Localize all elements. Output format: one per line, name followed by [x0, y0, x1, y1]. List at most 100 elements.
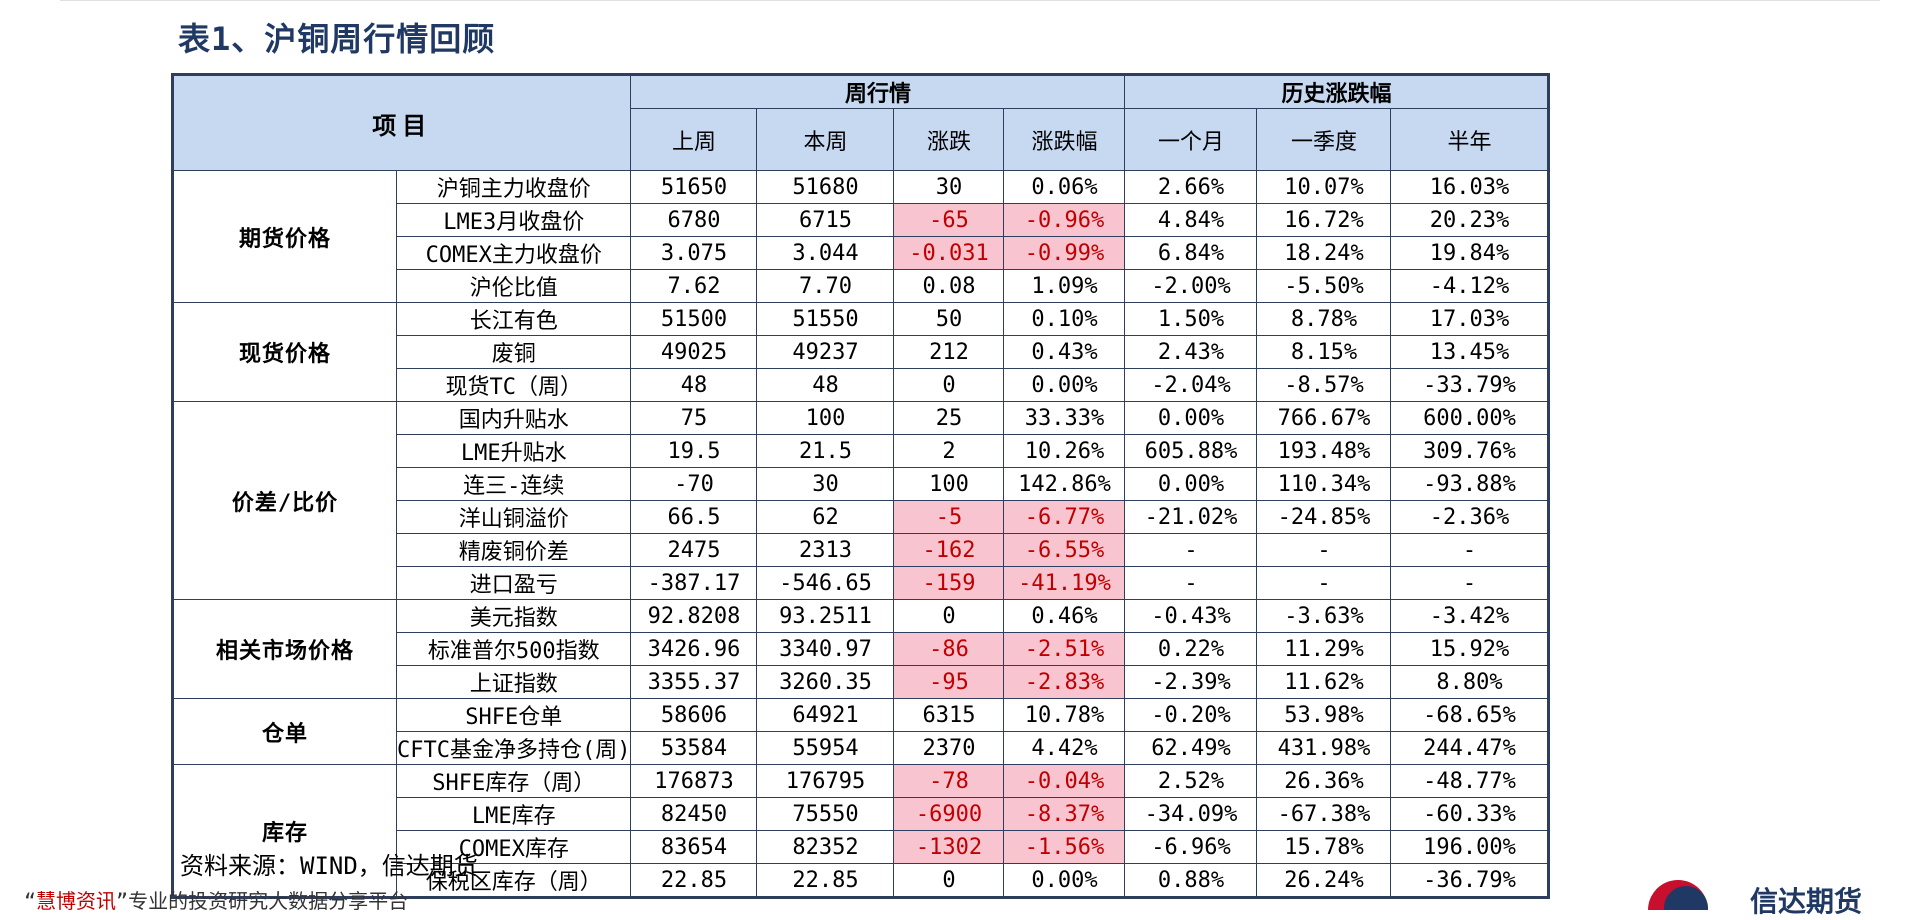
- table-body: 期货价格 沪铜主力收盘价 51650 51680 30 0.06% 2.66% 10.07% 1…: [172, 170, 1550, 898]
- value-cell: -0.20%: [1124, 698, 1258, 732]
- row-label: 连三-连续: [395, 467, 632, 501]
- row-label: 标准普尔500指数: [395, 632, 632, 666]
- value-cell: -546.65: [756, 566, 895, 600]
- value-cell: -2.83%: [1003, 665, 1126, 699]
- value-cell: 48: [630, 368, 758, 402]
- value-cell: -34.09%: [1124, 797, 1258, 831]
- company-logo-icon: [1648, 880, 1708, 910]
- value-cell: 1.09%: [1003, 269, 1126, 303]
- value-cell: 16.03%: [1390, 170, 1550, 204]
- table-title: 表1、沪铜周行情回顾: [178, 20, 496, 58]
- value-cell: -: [1390, 566, 1550, 600]
- value-cell: -0.43%: [1124, 599, 1258, 633]
- row-label: SHFE仓单: [395, 698, 632, 732]
- table-row: CFTC基金净多持仓(周) 53584 55954 2370 4.42% 62.49% 43…: [173, 731, 1550, 765]
- value-cell: -2.04%: [1124, 368, 1258, 402]
- table-row: LME3月收盘价 6780 6715 -65 -0.96% 4.84% 16.72% 20.2…: [173, 203, 1550, 237]
- value-cell: 21.5: [756, 434, 895, 468]
- value-cell: -70: [630, 467, 758, 501]
- value-cell: -159: [893, 566, 1005, 600]
- value-cell: -48.77%: [1390, 764, 1550, 798]
- table-row: 保税区库存（周） 22.85 22.85 0 0.00% 0.88% 26.24% -36.7…: [173, 863, 1550, 898]
- value-cell: -41.19%: [1003, 566, 1126, 600]
- top-divider: [60, 0, 1880, 1]
- row-label: 洋山铜溢价: [395, 500, 632, 534]
- header-weekly-group: 周行情: [630, 74, 1126, 109]
- value-cell: 18.24%: [1256, 236, 1392, 270]
- row-label: CFTC基金净多持仓(周): [395, 731, 632, 765]
- row-label: 进口盈亏: [395, 566, 632, 600]
- value-cell: 0.00%: [1003, 863, 1126, 898]
- value-cell: 19.5: [630, 434, 758, 468]
- value-cell: -2.36%: [1390, 500, 1550, 534]
- section-category: 现货价格: [172, 302, 397, 402]
- value-cell: 2313: [756, 533, 895, 567]
- value-cell: 62.49%: [1124, 731, 1258, 765]
- value-cell: -67.38%: [1256, 797, 1392, 831]
- value-cell: -24.85%: [1256, 500, 1392, 534]
- value-cell: 33.33%: [1003, 401, 1126, 435]
- value-cell: 0.00%: [1003, 368, 1126, 402]
- row-label: SHFE库存（周）: [395, 764, 632, 798]
- value-cell: 93.2511: [756, 599, 895, 633]
- company-logo-text: 信达期货: [1750, 885, 1863, 918]
- value-cell: 3340.97: [756, 632, 895, 666]
- value-cell: 0.10%: [1003, 302, 1126, 336]
- value-cell: 13.45%: [1390, 335, 1550, 369]
- header-change-pct: 涨跌幅: [1003, 108, 1126, 171]
- value-cell: 92.8208: [630, 599, 758, 633]
- value-cell: 51680: [756, 170, 895, 204]
- value-cell: 30: [756, 467, 895, 501]
- table-row: 废铜 49025 49237 212 0.43% 2.43% 8.15% 13.45%: [173, 335, 1550, 369]
- value-cell: -162: [893, 533, 1005, 567]
- value-cell: 2.43%: [1124, 335, 1258, 369]
- section-category: 期货价格: [172, 170, 397, 303]
- header-last-week: 上周: [630, 108, 758, 171]
- value-cell: 10.26%: [1003, 434, 1126, 468]
- value-cell: 7.62: [630, 269, 758, 303]
- row-label: LME库存: [395, 797, 632, 831]
- header-this-week: 本周: [756, 108, 895, 171]
- header-one-quarter: 一季度: [1256, 108, 1392, 171]
- table-row: 精废铜价差 2475 2313 -162 -6.55% - - -: [173, 533, 1550, 567]
- value-cell: 110.34%: [1256, 467, 1392, 501]
- value-cell: 196.00%: [1390, 830, 1550, 864]
- value-cell: 22.85: [756, 863, 895, 898]
- value-cell: 605.88%: [1124, 434, 1258, 468]
- value-cell: 25: [893, 401, 1005, 435]
- row-label: 上证指数: [395, 665, 632, 699]
- value-cell: 766.67%: [1256, 401, 1392, 435]
- value-cell: 58606: [630, 698, 758, 732]
- value-cell: 17.03%: [1390, 302, 1550, 336]
- value-cell: -5: [893, 500, 1005, 534]
- value-cell: 2475: [630, 533, 758, 567]
- value-cell: 82352: [756, 830, 895, 864]
- value-cell: 100: [756, 401, 895, 435]
- table-row: 库存 SHFE库存（周） 176873 176795 -78 -0.04% 2.52% 26.…: [172, 764, 1550, 898]
- row-label: 沪伦比值: [395, 269, 632, 303]
- row-label: 废铜: [395, 335, 632, 369]
- value-cell: 15.78%: [1256, 830, 1392, 864]
- header-change: 涨跌: [893, 108, 1005, 171]
- value-cell: 244.47%: [1390, 731, 1550, 765]
- section-category: 库存: [172, 764, 397, 898]
- value-cell: 10.07%: [1256, 170, 1392, 204]
- value-cell: -: [1124, 533, 1258, 567]
- value-cell: 49025: [630, 335, 758, 369]
- value-cell: 309.76%: [1390, 434, 1550, 468]
- value-cell: 4.42%: [1003, 731, 1126, 765]
- table-row: 上证指数 3355.37 3260.35 -95 -2.83% -2.39% 11.62% 8…: [173, 665, 1550, 699]
- value-cell: -1.56%: [1003, 830, 1126, 864]
- value-cell: -33.79%: [1390, 368, 1550, 402]
- row-label: LME升贴水: [395, 434, 632, 468]
- value-cell: 55954: [756, 731, 895, 765]
- source-note: 资料来源：WIND，信达期货: [180, 852, 478, 880]
- table-row: 标准普尔500指数 3426.96 3340.97 -86 -2.51% 0.22% 11.…: [173, 632, 1550, 666]
- value-cell: 75550: [756, 797, 895, 831]
- value-cell: 0.00%: [1124, 467, 1258, 501]
- value-cell: -93.88%: [1390, 467, 1550, 501]
- section-category: 相关市场价格: [172, 599, 397, 699]
- table-row: COMEX库存 83654 82352 -1302 -1.56% -6.96% 15.78%…: [173, 830, 1550, 864]
- value-cell: -3.42%: [1390, 599, 1550, 633]
- value-cell: 3.044: [756, 236, 895, 270]
